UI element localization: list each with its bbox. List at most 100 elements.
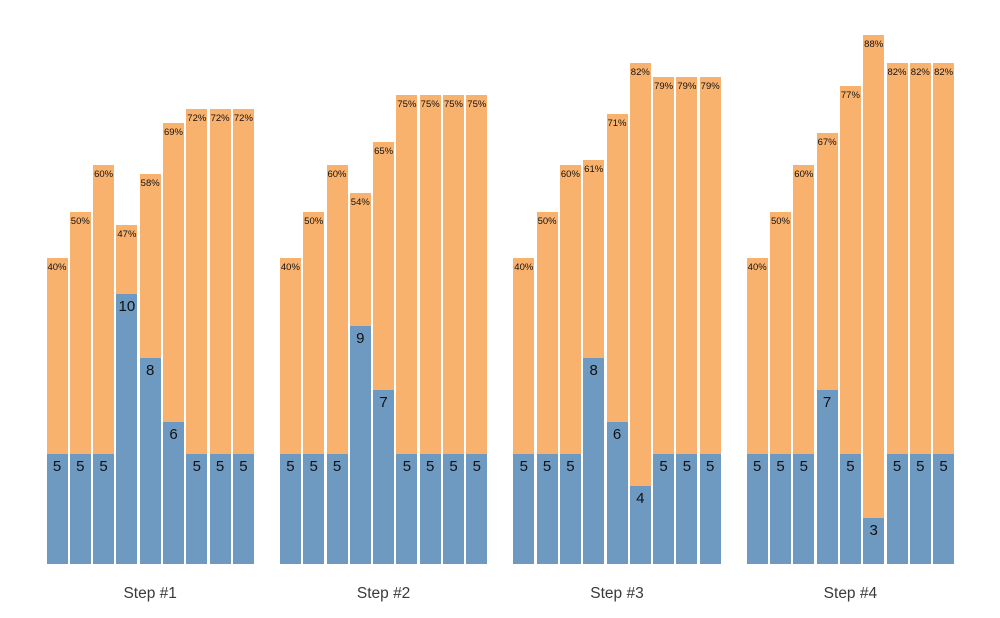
bar-value-label: 8	[589, 362, 598, 379]
bar-value-label: 10	[118, 298, 136, 315]
bar-blue-segment	[746, 454, 768, 564]
bar-blue-segment	[419, 454, 441, 564]
bar-orange-segment	[396, 95, 418, 454]
bar-value-label: 5	[99, 458, 108, 475]
bar-orange-segment	[629, 63, 651, 486]
bar-percent-label: 82%	[630, 67, 650, 78]
bar-blue-segment	[536, 454, 558, 564]
bar-blue-segment	[839, 454, 861, 564]
bar-orange-segment	[839, 86, 861, 454]
bar-percent-label: 71%	[607, 118, 627, 129]
bar-value-label: 5	[659, 458, 668, 475]
step-group-label: Step #1	[123, 585, 177, 602]
bar-blue-segment	[443, 454, 464, 564]
bar-percent-label: 82%	[910, 67, 930, 78]
bar-blue-segment	[279, 454, 301, 564]
bar-value-label: 5	[799, 458, 808, 475]
bar-value-label: 5	[215, 458, 225, 475]
bar-value-label: 5	[706, 458, 715, 475]
bar-blue-segment	[303, 454, 325, 564]
bar-orange-segment	[69, 212, 91, 454]
bar-orange-segment	[863, 35, 885, 518]
bar-percent-label: 60%	[560, 169, 580, 180]
bar-blue-segment	[513, 454, 535, 564]
bar-blue-segment	[466, 454, 488, 564]
bar-blue-segment	[933, 454, 955, 564]
bar-orange-segment	[606, 114, 628, 422]
bar-orange-segment	[116, 225, 138, 294]
bar-orange-segment	[186, 109, 208, 454]
bar-percent-label: 75%	[443, 99, 463, 110]
bar-orange-segment	[466, 95, 488, 454]
bar-orange-segment	[373, 142, 395, 390]
bar-percent-label: 40%	[47, 262, 67, 273]
bar-blue-segment	[699, 454, 721, 564]
bar-value-label: 7	[379, 394, 388, 411]
bar-orange-segment	[326, 165, 348, 454]
bar-percent-label: 75%	[420, 99, 440, 110]
bar-orange-segment	[793, 165, 815, 454]
bar-orange-segment	[676, 77, 698, 454]
bar-value-label: 5	[916, 458, 925, 475]
bar-blue-segment	[583, 358, 605, 564]
bar-blue-segment	[373, 390, 395, 564]
bar-percent-label: 79%	[677, 81, 697, 92]
bar-blue-segment	[326, 454, 348, 564]
bar-percent-label: 58%	[140, 178, 160, 189]
bar-value-label: 8	[146, 362, 155, 379]
bar-orange-segment	[699, 77, 721, 454]
bar-percent-label: 61%	[584, 164, 604, 175]
bar-percent-label: 77%	[840, 90, 860, 101]
bar-blue-segment	[653, 454, 675, 564]
bar-percent-label: 67%	[817, 137, 837, 148]
bar-blue-segment	[232, 454, 254, 564]
bar-percent-label: 88%	[864, 39, 884, 50]
bar-orange-segment	[933, 63, 955, 454]
bar-orange-segment	[536, 212, 558, 454]
bar-percent-label: 75%	[397, 99, 417, 110]
bar-value-label: 5	[192, 458, 201, 475]
bar-percent-label: 72%	[187, 113, 207, 124]
bar-orange-segment	[46, 258, 68, 454]
bar-value-label: 5	[402, 458, 412, 475]
bar-percent-label: 60%	[794, 169, 814, 180]
bar-percent-label: 50%	[70, 216, 90, 227]
bar-orange-segment	[443, 95, 464, 454]
bar-blue-segment	[559, 454, 581, 564]
bar-value-label: 5	[426, 458, 435, 475]
bar-percent-label: 50%	[537, 216, 557, 227]
bar-blue-segment	[116, 294, 138, 564]
bar-blue-segment	[163, 422, 184, 564]
bar-orange-segment	[583, 160, 605, 358]
bar-value-label: 7	[822, 394, 832, 411]
bar-percent-label: 60%	[94, 169, 114, 180]
bar-value-label: 5	[892, 458, 902, 475]
bar-percent-label: 65%	[374, 146, 394, 157]
step-group-label: Step #4	[823, 585, 878, 602]
bar-value-label: 5	[566, 458, 575, 475]
bar-orange-segment	[303, 212, 325, 454]
bar-value-label: 6	[169, 426, 178, 443]
bar-blue-segment	[396, 454, 418, 564]
bar-blue-segment	[863, 518, 885, 564]
bar-blue-segment	[886, 454, 908, 564]
bar-blue-segment	[909, 454, 931, 564]
bar-orange-segment	[909, 63, 931, 454]
bar-percent-label: 69%	[163, 127, 183, 138]
bar-percent-label: 50%	[770, 216, 790, 227]
bar-blue-segment	[69, 454, 91, 564]
bar-orange-segment	[886, 63, 908, 454]
bar-blue-segment	[816, 390, 838, 564]
bar-value-label: 5	[753, 458, 762, 475]
bar-orange-segment	[419, 95, 441, 454]
bar-blue-segment	[139, 358, 161, 564]
bar-value-label: 5	[682, 458, 692, 475]
bar-value-label: 3	[869, 522, 878, 539]
bar-value-label: 5	[239, 458, 248, 475]
bar-blue-segment	[629, 486, 651, 564]
bar-percent-label: 54%	[350, 197, 370, 208]
bar-orange-segment	[816, 133, 838, 390]
bar-percent-label: 79%	[700, 81, 720, 92]
bar-blue-segment	[46, 454, 68, 564]
